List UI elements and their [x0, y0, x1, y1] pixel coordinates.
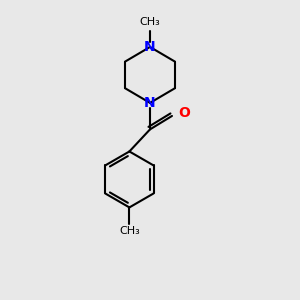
Text: O: O [178, 106, 190, 120]
Text: N: N [144, 40, 156, 54]
Text: CH₃: CH₃ [119, 226, 140, 236]
Text: N: N [144, 96, 156, 110]
Text: CH₃: CH₃ [140, 17, 160, 27]
